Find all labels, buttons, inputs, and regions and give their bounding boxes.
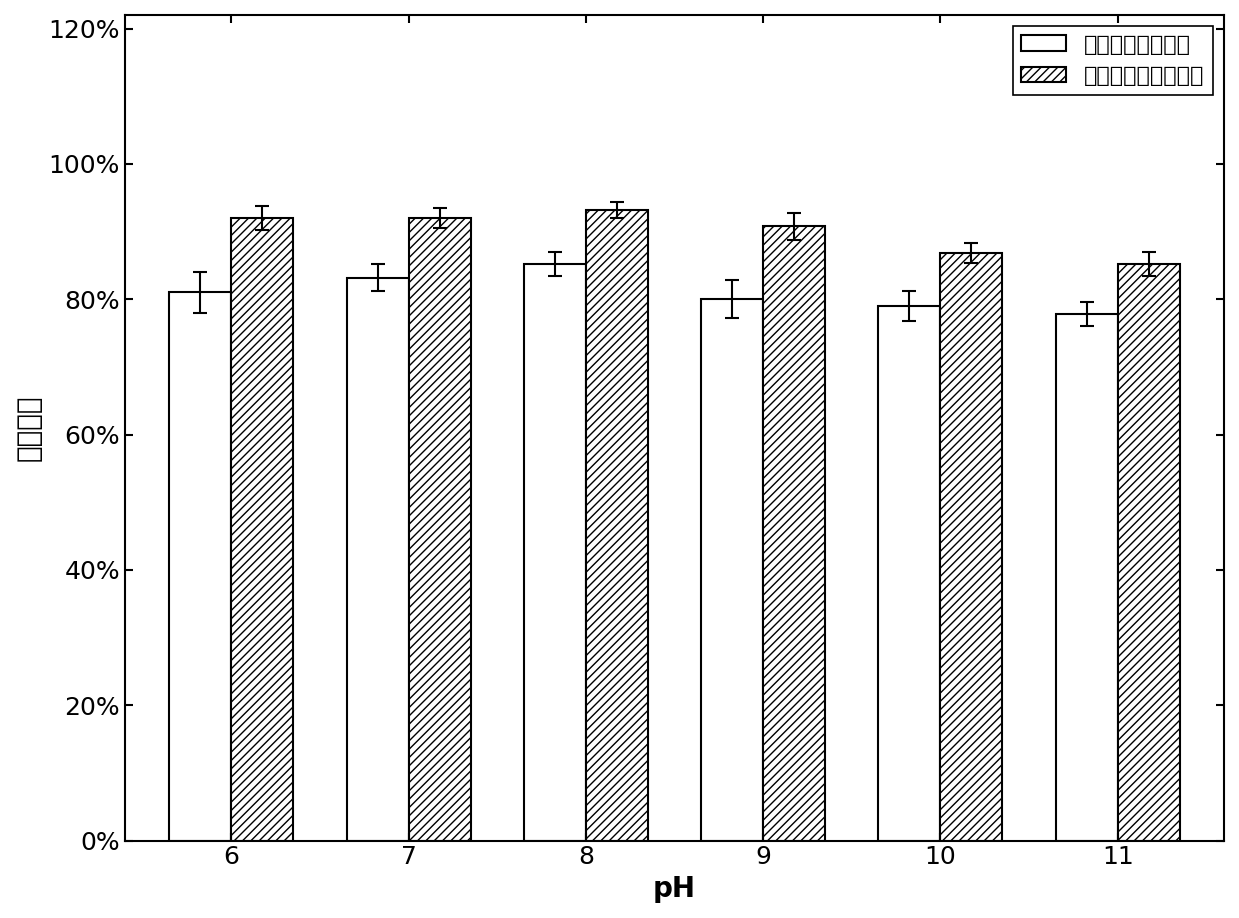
Bar	[524, 264, 586, 841]
Legend: 游离青霉素酰化酶, 固定化青霉素酰化酶: 游离青霉素酰化酶, 固定化青霉素酰化酶	[1012, 26, 1213, 95]
Bar	[878, 306, 940, 841]
Bar	[347, 277, 409, 841]
Bar	[1056, 314, 1118, 841]
Bar	[232, 218, 294, 841]
Bar	[586, 210, 648, 841]
Bar	[701, 299, 763, 841]
X-axis label: pH: pH	[653, 875, 696, 903]
Bar	[170, 293, 232, 841]
Y-axis label: 相对酶活: 相对酶活	[15, 395, 43, 461]
Bar	[409, 218, 471, 841]
Bar	[940, 253, 1002, 841]
Bar	[1118, 264, 1180, 841]
Bar	[763, 226, 825, 841]
